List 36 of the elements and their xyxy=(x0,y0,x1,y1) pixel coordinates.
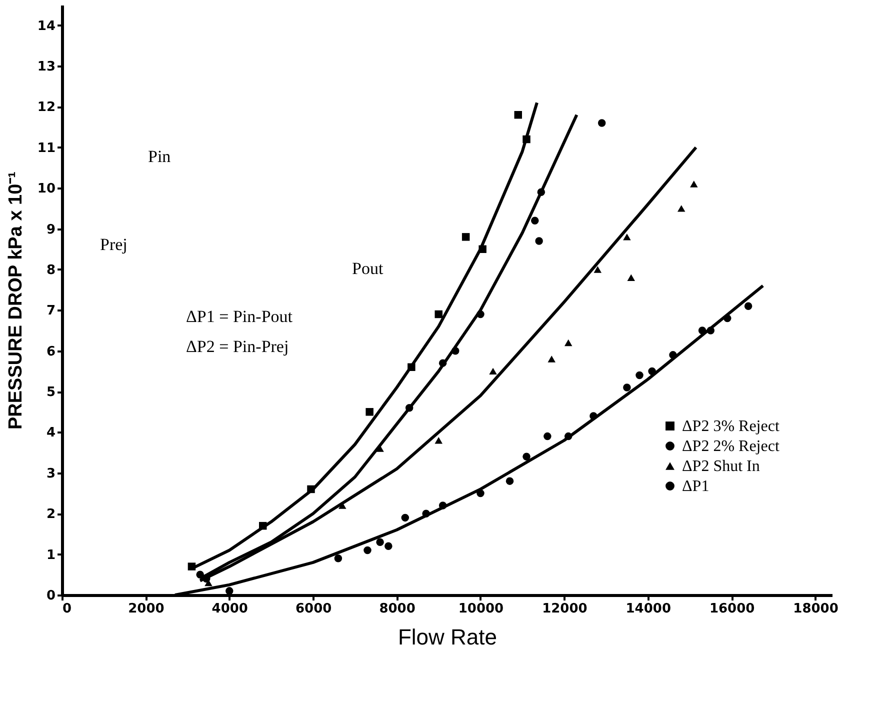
x-axis-title: Flow Rate xyxy=(398,624,498,650)
legend-label: ΔP2 Shut In xyxy=(682,458,760,475)
x-tick-label: 16000 xyxy=(709,602,755,616)
x-tick-label: 18000 xyxy=(793,602,838,616)
legend-label: ΔP2 3% Reject xyxy=(682,418,780,435)
x-tick-label: 14000 xyxy=(626,602,671,616)
y-tick-label: 12 xyxy=(37,100,56,116)
x-tick-label: 2000 xyxy=(128,602,164,616)
y-tick-label: 8 xyxy=(46,262,56,278)
y-tick-label: 5 xyxy=(46,385,56,400)
y-tick-label: 1 xyxy=(46,548,56,563)
y-tick-label: 3 xyxy=(46,466,56,482)
y-tick-label: 13 xyxy=(37,60,56,75)
x-tick-label: 10000 xyxy=(458,602,504,616)
y-tick-label: 10 xyxy=(37,182,56,197)
y-tick-label: 2 xyxy=(46,507,56,522)
annotation: ΔP1 = Pin-Pout xyxy=(186,307,293,326)
x-tick-label: 8000 xyxy=(379,602,416,616)
annotation: Prej xyxy=(100,235,128,254)
annotation: Pout xyxy=(352,259,384,278)
y-tick-label: 7 xyxy=(46,304,56,319)
x-tick-label: 12000 xyxy=(542,602,588,616)
y-tick-label: 14 xyxy=(37,18,56,34)
legend-label: ΔP2 2% Reject xyxy=(682,438,780,455)
x-tick-label: 4000 xyxy=(212,602,248,616)
y-tick-label: 9 xyxy=(46,222,56,238)
y-tick-label: 4 xyxy=(46,426,56,441)
y-tick-label: 11 xyxy=(37,140,56,156)
x-tick-label: 6000 xyxy=(295,602,332,616)
y-tick-label: 0 xyxy=(46,588,56,604)
legend-label: ΔP1 xyxy=(682,478,710,495)
annotation: Pin xyxy=(148,147,172,166)
annotation: ΔP2 = Pin-Prej xyxy=(186,337,289,356)
x-tick-label: 0 xyxy=(62,602,72,616)
y-axis-title: PRESSURE DROP kPa x 10⁻¹ xyxy=(5,171,26,430)
y-tick-label: 6 xyxy=(46,344,56,360)
